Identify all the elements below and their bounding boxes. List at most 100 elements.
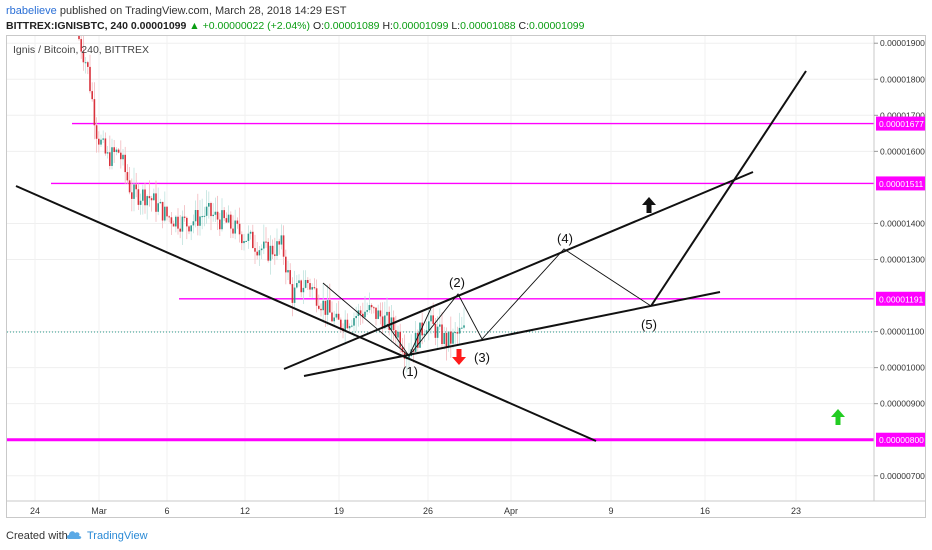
candle-body — [146, 196, 148, 206]
chart-frame[interactable]: (1) (2) (3) (4) (5) 0.00001900 0.00001800… — [6, 35, 926, 518]
candle-body — [386, 311, 388, 316]
candle-body — [166, 206, 168, 217]
candle-body — [214, 211, 217, 215]
ohlc-bar: BITTREX:IGNISBTC, 240 0.00001099 ▲ +0.00… — [6, 20, 585, 32]
candle-body — [159, 201, 162, 204]
candle-body — [170, 217, 173, 224]
candle-body — [315, 288, 318, 306]
candle-body — [84, 62, 87, 64]
candle-body — [447, 331, 450, 348]
candle-body — [291, 284, 294, 303]
price-chart[interactable]: (1) (2) (3) (4) (5) 0.00001900 0.00001800… — [7, 36, 925, 517]
descending-trendline — [15, 185, 597, 442]
level-badge-label: 0.00001677 — [879, 119, 924, 129]
candle-body — [399, 331, 401, 348]
candle-body — [205, 206, 208, 216]
candle-body — [302, 287, 305, 293]
candle-body — [293, 287, 296, 303]
price-tick-label: 0.00001800 — [880, 74, 925, 84]
low-value: 0.00001088 — [460, 20, 516, 32]
price-tick-label: 0.00000900 — [880, 399, 925, 409]
candle-body — [203, 215, 206, 217]
candle-body — [157, 203, 159, 212]
tradingview-cloud-icon — [66, 531, 82, 539]
candle-body — [230, 214, 232, 229]
candle-body — [142, 189, 144, 201]
candle-body — [128, 180, 131, 193]
candle-body — [89, 66, 91, 92]
open-label: O: — [312, 20, 325, 32]
candle-body — [87, 62, 89, 67]
symbol-label: BITTREX:IGNISBTC, 240 — [6, 20, 128, 32]
candle-body — [364, 311, 366, 318]
candle-body — [408, 355, 410, 359]
candle-body — [197, 210, 199, 226]
time-axis[interactable]: 24 Mar 6 12 19 26 Apr 9 16 23 — [30, 506, 801, 516]
candle-body — [82, 51, 85, 63]
candle-body — [135, 184, 137, 190]
candle-body — [271, 245, 274, 255]
chart-header: rbabelieve published on TradingView.com,… — [0, 0, 932, 42]
candle-body — [425, 330, 428, 334]
candle-body — [329, 300, 331, 313]
candle-body — [102, 138, 104, 140]
candle-body — [282, 235, 285, 257]
candle-body — [401, 347, 404, 353]
candle-body — [263, 241, 265, 249]
candle-body — [183, 216, 186, 218]
candle-body — [238, 223, 241, 235]
candle-body — [236, 220, 239, 224]
candle-body — [307, 279, 309, 284]
candle-body — [199, 216, 201, 226]
candle-body — [241, 234, 243, 244]
candle-body — [346, 319, 349, 329]
candle-body — [256, 251, 258, 256]
candle-body — [144, 189, 146, 206]
price-tick-label: 0.00001600 — [880, 146, 925, 156]
candle-body — [80, 39, 82, 52]
candle-body — [117, 149, 120, 153]
black-up-arrow-icon — [642, 197, 656, 213]
time-tick-label: 12 — [240, 506, 250, 516]
author-link[interactable]: rbabelieve — [6, 5, 57, 17]
candle-body — [179, 228, 181, 232]
low-label: L: — [451, 20, 461, 32]
price-tick-label: 0.00001700 — [880, 110, 925, 120]
series-legend: Ignis / Bitcoin, 240, BITTREX — [13, 44, 149, 56]
time-tick-label: 9 — [608, 506, 613, 516]
candle-body — [150, 198, 153, 201]
candle-body — [124, 154, 126, 173]
candle-body — [201, 216, 203, 218]
wave-labels: (1) (2) (3) (4) (5) — [402, 231, 657, 379]
candle-body — [234, 220, 236, 234]
wave-inner-path — [386, 305, 433, 357]
candle-body — [223, 210, 225, 219]
candle-body — [247, 233, 250, 241]
publish-info: rbabelieve published on TradingView.com,… — [6, 5, 346, 17]
candle-body — [309, 283, 311, 290]
candle-body — [265, 241, 267, 243]
candle-body — [276, 241, 278, 256]
wave-path — [322, 248, 652, 357]
tradingview-link[interactable]: TradingView — [87, 530, 148, 542]
open-value: 0.00001089 — [324, 20, 380, 32]
candle-body — [93, 99, 96, 126]
candle-body — [456, 332, 459, 334]
candle-body — [320, 308, 322, 311]
candle-body — [381, 316, 384, 329]
candle-body — [359, 310, 362, 314]
candle-body — [296, 283, 298, 288]
candle-body — [300, 280, 302, 293]
level-badge-label: 0.00001511 — [879, 179, 924, 189]
price-axis[interactable]: 0.00001900 0.00001800 0.00001700 0.00001600… — [874, 38, 925, 481]
level-price-badges: 0.00001677 0.00001511 0.00001191 0.00000800 — [876, 116, 925, 447]
candle-body — [269, 245, 272, 261]
candle-body — [100, 139, 102, 145]
candle-body — [395, 330, 397, 338]
candle-body — [232, 228, 234, 234]
candle-body — [278, 241, 280, 245]
candle-body — [428, 321, 430, 331]
candle-body — [122, 154, 124, 160]
candle-body — [326, 300, 329, 315]
breakout-line — [650, 70, 807, 307]
